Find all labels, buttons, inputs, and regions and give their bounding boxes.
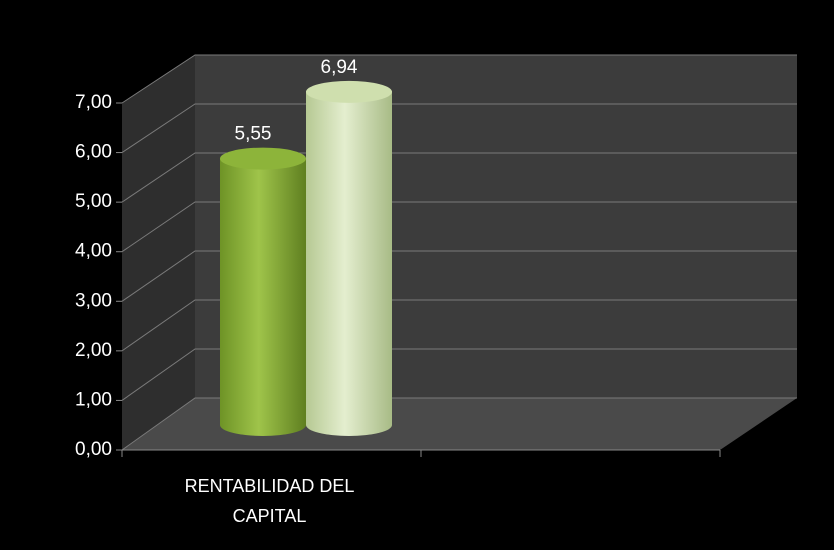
y-tick-label: 7,00 [75, 92, 112, 113]
x-tick-label: RENTABILIDAD DEL CAPITAL [184, 476, 355, 526]
grid-line [121, 299, 797, 352]
grid-line [121, 152, 797, 203]
y-tick-label: 5,00 [75, 191, 112, 212]
y-tick-label: 0,00 [75, 439, 112, 460]
y-tick-label: 1,00 [75, 389, 112, 410]
data-label: 5,55 [235, 124, 272, 145]
side-wall [122, 55, 195, 450]
grid-line [121, 103, 797, 153]
y-tick-label: 3,00 [75, 290, 112, 311]
y-tick-label: 4,00 [75, 241, 112, 262]
grid-line [121, 54, 797, 104]
grid-line [121, 348, 797, 401]
grid-line [121, 397, 797, 451]
grid-line [121, 201, 797, 253]
bar [220, 158, 306, 436]
bar-top [220, 147, 306, 170]
bar [306, 91, 392, 436]
y-tick-label: 6,00 [75, 142, 112, 163]
grid-line [121, 250, 797, 302]
data-label: 6,94 [321, 57, 358, 78]
y-tick-label: 2,00 [75, 340, 112, 361]
bar-top [306, 80, 392, 103]
